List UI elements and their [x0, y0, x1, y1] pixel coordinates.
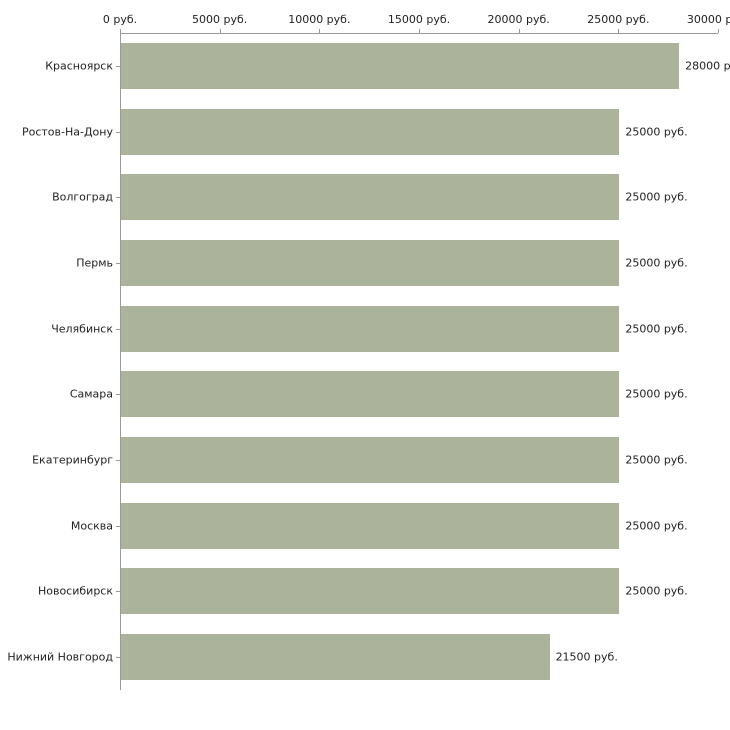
y-axis-line — [120, 33, 121, 690]
x-tick-label: 15000 руб. — [387, 13, 451, 26]
category-label: Пермь — [76, 256, 113, 270]
category-label: Москва — [70, 519, 113, 533]
x-tick-label: 0 руб. — [102, 13, 138, 26]
category-label: Волгоград — [52, 190, 113, 204]
x-tick-mark — [518, 29, 520, 33]
value-label: 25000 руб. — [625, 387, 688, 401]
y-tick-mark — [116, 657, 120, 659]
value-label: 25000 руб. — [625, 125, 688, 139]
x-tick-label: 20000 руб. — [487, 13, 550, 26]
y-tick-mark — [116, 525, 120, 527]
value-label: 28000 руб. — [685, 59, 730, 73]
y-tick-mark — [116, 460, 120, 462]
x-tick-label: 25000 руб. — [587, 13, 650, 26]
y-tick-mark — [116, 394, 120, 396]
bar — [121, 568, 620, 615]
bar — [121, 174, 620, 221]
bar — [121, 239, 620, 286]
x-axis-line — [120, 33, 718, 34]
value-label: 25000 руб. — [625, 519, 688, 533]
y-tick-mark — [116, 328, 120, 330]
bar — [121, 371, 620, 418]
y-tick-mark — [116, 197, 120, 199]
y-tick-mark — [116, 591, 120, 593]
category-label: Екатеринбург — [32, 453, 113, 467]
x-tick-mark — [120, 29, 121, 33]
value-label: 25000 руб. — [625, 584, 688, 598]
category-label: Новосибирск — [37, 584, 113, 598]
category-label: Самара — [69, 387, 113, 401]
bar — [121, 502, 620, 549]
bar — [121, 108, 620, 155]
x-tick-label: 30000 руб. — [686, 13, 730, 26]
x-tick-mark — [718, 29, 719, 33]
category-label: Челябинск — [51, 322, 113, 336]
y-tick-mark — [116, 131, 120, 133]
x-tick-mark — [319, 29, 321, 33]
y-tick-mark — [116, 65, 120, 67]
value-label: 25000 руб. — [625, 190, 688, 204]
bar — [121, 42, 680, 89]
bar — [121, 305, 620, 352]
value-label: 25000 руб. — [625, 256, 688, 270]
x-tick-mark — [618, 29, 620, 33]
category-label: Ростов-На-Дону — [21, 125, 113, 139]
bar — [121, 634, 550, 681]
x-tick-label: 5000 руб. — [192, 13, 248, 26]
bar — [121, 437, 620, 484]
value-label: 25000 руб. — [625, 453, 688, 467]
x-tick-mark — [419, 29, 420, 33]
category-label: Нижний Новгород — [7, 650, 113, 664]
y-tick-mark — [116, 262, 120, 264]
x-tick-mark — [219, 29, 221, 33]
x-tick-label: 10000 руб. — [288, 13, 351, 26]
value-label: 25000 руб. — [625, 322, 688, 336]
value-label: 21500 руб. — [555, 650, 618, 664]
category-label: Красноярск — [45, 59, 113, 73]
